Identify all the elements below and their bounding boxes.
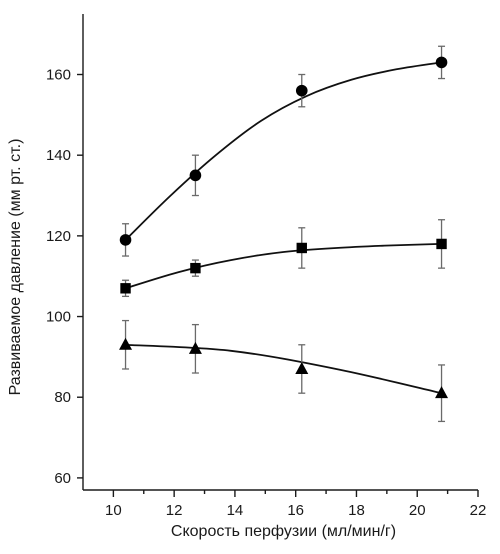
data-point-circle bbox=[295, 84, 308, 97]
y-tick-label: 60 bbox=[54, 470, 71, 487]
y-axis-label: Развиваемое давление (мм рт. ст.) bbox=[7, 139, 24, 396]
series-square bbox=[120, 219, 447, 298]
y-tick-label: 120 bbox=[46, 228, 71, 245]
series-triangle bbox=[119, 319, 449, 423]
series-layer bbox=[119, 45, 449, 423]
data-point-square bbox=[120, 283, 131, 294]
data-point-square bbox=[296, 242, 307, 254]
y-tick-label: 160 bbox=[46, 67, 71, 84]
series-line bbox=[125, 343, 442, 395]
x-tick-label: 10 bbox=[105, 502, 122, 519]
x-tick-label: 22 bbox=[470, 502, 487, 519]
x-tick-label: 18 bbox=[348, 502, 365, 519]
data-point-circle bbox=[435, 56, 448, 69]
series-circle bbox=[119, 45, 448, 257]
ticks: 60 80 100 120 140 160 10 12 14 16 18 20 22 bbox=[46, 67, 486, 519]
y-tick-label: 80 bbox=[54, 389, 71, 406]
x-tick-label: 20 bbox=[409, 502, 426, 519]
data-point-square bbox=[436, 238, 447, 250]
x-tick-label: 12 bbox=[166, 502, 183, 519]
data-point-triangle bbox=[295, 361, 309, 374]
x-tick-label: 14 bbox=[227, 502, 244, 519]
data-point-square bbox=[190, 262, 201, 274]
data-point-circle bbox=[119, 234, 132, 246]
series-line bbox=[124, 61, 442, 241]
data-point-triangle bbox=[435, 386, 449, 399]
data-point-triangle bbox=[119, 337, 133, 350]
data-point-triangle bbox=[188, 341, 202, 354]
series-line bbox=[125, 243, 442, 290]
y-tick-label: 100 bbox=[46, 309, 71, 326]
x-tick-label: 16 bbox=[287, 502, 304, 519]
data-point-circle bbox=[189, 169, 202, 182]
y-tick-label: 140 bbox=[46, 147, 71, 164]
x-axis-label: Скорость перфузии (мл/мин/г) bbox=[171, 523, 396, 540]
axes bbox=[82, 14, 478, 491]
